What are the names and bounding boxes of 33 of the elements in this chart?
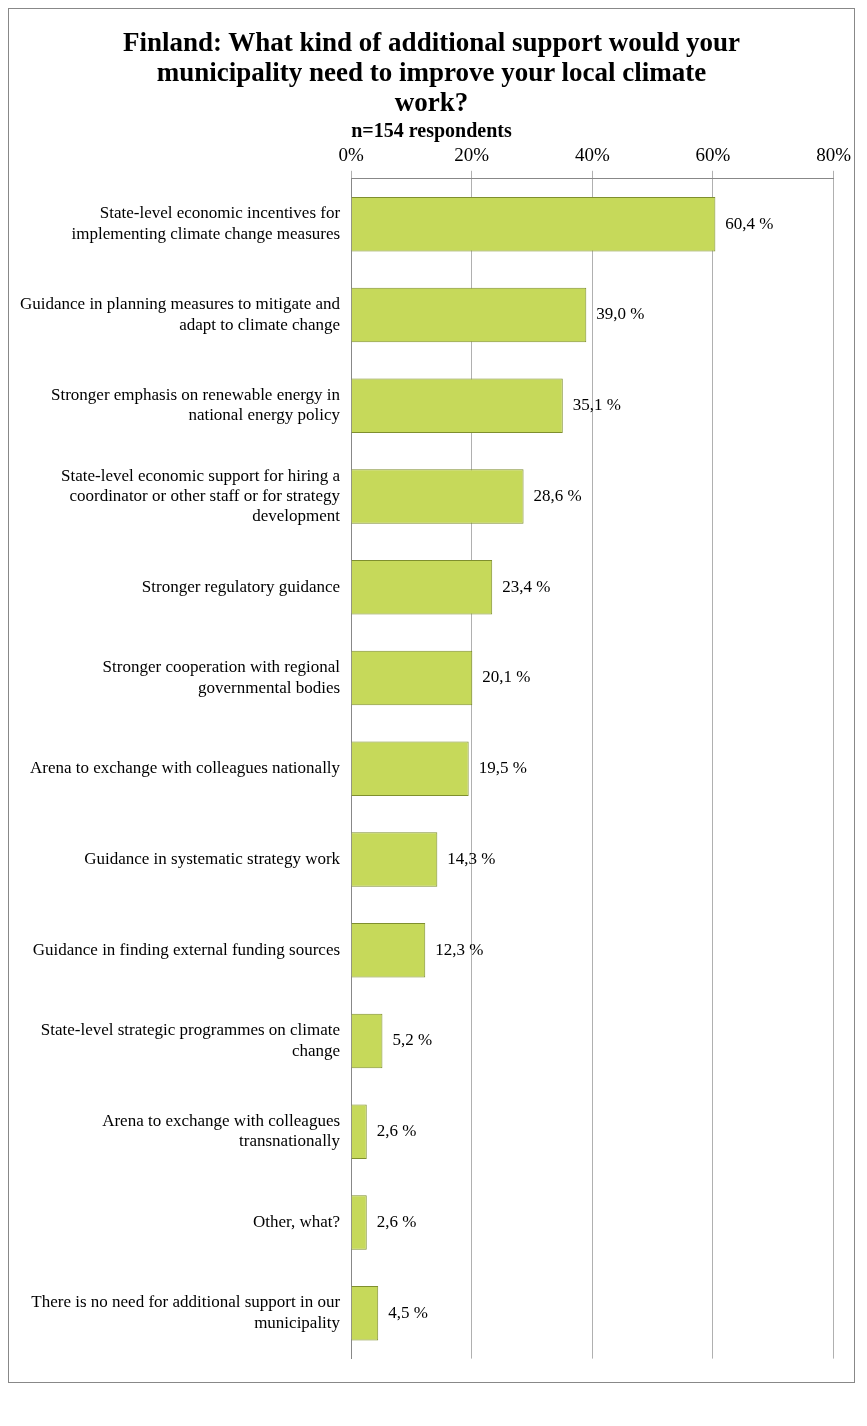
y-tick-label: Guidance in systematic strategy work	[84, 848, 341, 868]
y-tick-label: Stronger emphasis on renewable energy in national energy policy	[51, 384, 341, 425]
y-tick-label: Arena to exchange with colleagues nationally	[29, 758, 341, 778]
y-tick-label: Other, what?	[252, 1211, 341, 1231]
chart-subtitle: n=154 respondents	[350, 119, 513, 142]
data-label: 23,4 %	[502, 576, 551, 596]
y-tick-label: Stronger cooperation with regional governmental bodies	[102, 657, 341, 697]
data-label: 14,3 %	[447, 848, 496, 868]
x-tick-label: 20%	[454, 144, 490, 166]
chart-title: Finland: What kind of additional support would your municipality need to improve your local climate work?	[122, 26, 741, 117]
x-tick-label: 80%	[816, 144, 852, 166]
data-label: 2,6 %	[376, 1121, 417, 1141]
y-tick-label: Arena to exchange with colleagues transnationally	[102, 1110, 341, 1151]
data-label: 19,5 %	[478, 758, 527, 778]
data-label: 60,4 %	[725, 213, 774, 233]
data-label: 39,0 %	[596, 304, 645, 324]
y-tick-label: Guidance in planning measures to mitigate and adapt to climate change	[20, 294, 341, 334]
data-label: 28,6 %	[533, 485, 582, 505]
y-tick-label: Guidance in finding external funding sources	[32, 939, 341, 959]
data-label: 5,2 %	[392, 1030, 433, 1050]
data-label: 20,1 %	[482, 667, 531, 687]
data-label: 4,5 %	[388, 1302, 428, 1322]
y-tick-label: State-level economic incentives for implementing climate change measures	[71, 203, 341, 243]
data-label: 35,1 %	[572, 395, 621, 415]
y-tick-label: State-level strategic programmes on climate change	[40, 1020, 341, 1060]
x-tick-label: 40%	[574, 144, 610, 166]
y-tick-label: There is no need for additional support in our municipality	[31, 1292, 341, 1332]
data-label: 2,6 %	[376, 1211, 417, 1231]
x-tick-label: 0%	[338, 144, 364, 166]
data-label: 12,3 %	[435, 939, 484, 959]
y-tick-label: Stronger regulatory guidance	[141, 576, 341, 596]
x-tick-label: 60%	[695, 144, 731, 166]
y-tick-label: State-level economic support for hiring a coordinator or other staff or for strategy development	[61, 465, 341, 526]
